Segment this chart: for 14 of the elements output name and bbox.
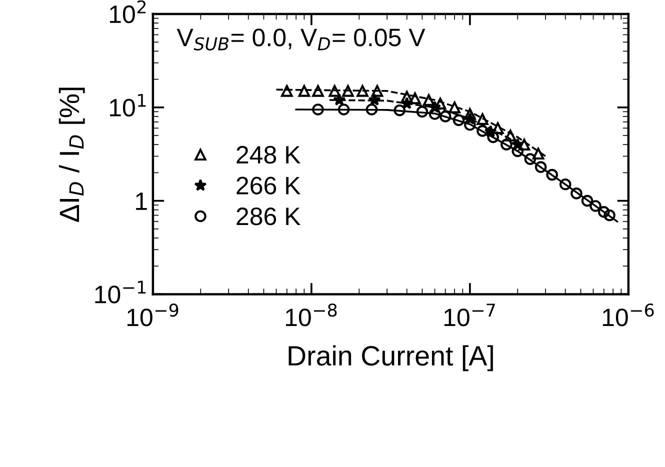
y-tick-label: 10$^{2}$ xyxy=(110,0,146,24)
x-tick-label: 10$^{−7}$ xyxy=(444,304,495,326)
annotation: V$_{SUB}$= 0.0, V$_{D}$= 0.05 V xyxy=(176,28,426,50)
legend-label: 286 K xyxy=(236,208,300,226)
y-tick-label: 10$^{−1}$ xyxy=(95,280,146,304)
y-axis-title: ΔI$_{D}$ / I$_{D}$ [%] xyxy=(58,88,85,222)
y-tick-label: 1 xyxy=(136,192,147,210)
x-tick-label: 10$^{−8}$ xyxy=(286,303,337,326)
legend-label: 266 K xyxy=(236,176,300,194)
y-tick-label: 10$^{1}$ xyxy=(110,94,146,117)
legend-label: 248 K xyxy=(236,146,300,164)
x-axis-title: Drain Current [A] xyxy=(288,345,493,372)
x-tick-label: 10$^{−6}$ xyxy=(602,303,654,326)
x-tick-label: 10$^{−9}$ xyxy=(127,303,178,326)
